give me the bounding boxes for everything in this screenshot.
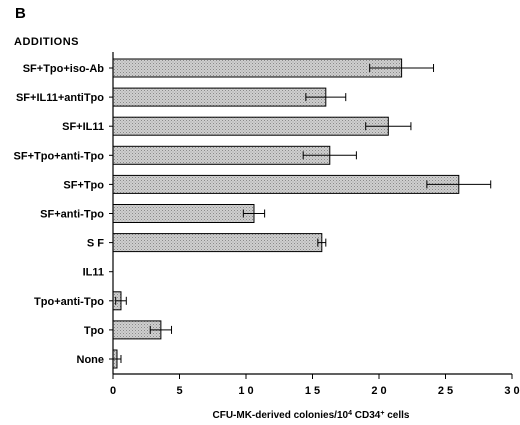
category-label: SF+IL11+antiTpo	[16, 92, 104, 104]
category-label: Tpo	[84, 325, 104, 337]
category-label: IL11	[83, 267, 104, 279]
bar	[112, 58, 403, 78]
x-tick-label: 1 5	[305, 385, 320, 397]
error-bar	[369, 64, 435, 72]
category-label: SF+Tpo	[63, 179, 104, 191]
x-tick-label: 2 0	[371, 385, 386, 397]
category-label: Tpo+anti-Tpo	[34, 296, 104, 308]
error-bar	[302, 151, 357, 160]
x-tick-label: 3 0	[504, 385, 519, 397]
error-bar	[149, 325, 173, 334]
bar	[112, 204, 255, 223]
error-bar	[242, 209, 266, 218]
y-group-title: ADDITIONS	[14, 36, 79, 48]
bar	[112, 145, 331, 165]
panel-letter: B	[15, 5, 26, 22]
bar	[112, 174, 460, 194]
x-tick-label: 0	[110, 385, 116, 397]
error-bar	[115, 296, 127, 305]
x-tick-label: 2 5	[438, 385, 453, 397]
error-bar	[305, 93, 347, 102]
category-label: None	[77, 354, 105, 366]
category-label: SF+IL11	[62, 121, 104, 133]
x-tick-label: 5	[176, 385, 182, 397]
error-bar	[365, 122, 412, 131]
bar	[112, 116, 389, 136]
bar	[112, 233, 323, 253]
category-label: SF+Tpo+anti-Tpo	[14, 150, 105, 162]
category-label: SF+anti-Tpo	[40, 209, 104, 221]
bar	[112, 87, 327, 107]
category-label: SF+Tpo+iso-Ab	[23, 63, 105, 75]
error-bar	[317, 238, 327, 247]
x-tick-label: 1 0	[238, 385, 253, 397]
category-label: S F	[87, 238, 104, 250]
error-bar	[426, 180, 492, 189]
x-axis-label: CFU-MK-derived colonies/104 CD34+ cells	[213, 410, 410, 422]
